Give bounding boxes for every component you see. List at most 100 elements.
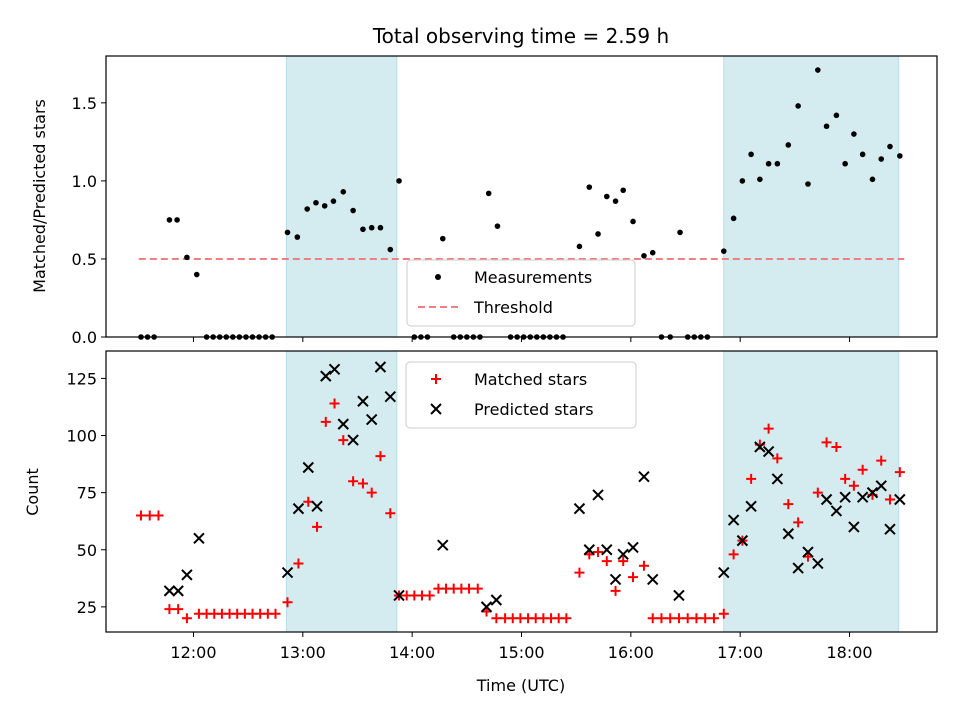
predicted-star-point [647,573,659,586]
predicted-star-point [583,544,595,556]
predicted-star-point [337,418,349,430]
measurement-point [396,178,402,184]
measurement-point [887,143,893,150]
predicted-star-point [638,470,650,483]
matched-star-point [312,521,323,532]
predicted-star-point [592,489,604,501]
measurement-point [641,253,647,259]
measurement-point [576,243,583,250]
x-tick-label: 14:00 [389,643,435,662]
measurement-point [795,103,801,109]
matched-star-point [793,517,804,528]
predicted-star-point [281,566,294,579]
predicted-star-point [856,491,869,503]
predicted-star-point [163,585,176,597]
matched-star-point [857,464,868,475]
top-y-axis-label: Matched/Predicted stars [30,99,49,293]
measurement-point [485,190,492,197]
measurement-point [166,217,173,223]
predicted-star-point [627,541,639,554]
bottom-panel: 25 50 75 100 125 12:00 13:00 14:00 15:00 16:00 17:… [66,350,938,662]
matched-star-point [270,608,281,619]
predicted-star-point [393,589,405,602]
predicted-star-point [718,566,730,579]
measurement-point [620,187,626,194]
predicted-star-point [673,589,685,602]
measurement-point [677,229,683,236]
bottom-y-tick-label: 50 [77,541,97,560]
x-axis-label: Time (UTC) [476,676,565,695]
matched-star-point [691,613,702,624]
top-legend-box [406,259,636,327]
measurement-point [612,198,619,204]
matched-star-point [491,613,502,624]
legend-matched-label: Matched stars [474,370,587,389]
matched-star-point [763,423,774,434]
matched-star-point [181,613,192,624]
measurement-point [284,229,291,236]
matched-star-point [718,608,729,619]
matched-star-point [385,508,396,519]
bottom-shaded-interval-0 [285,350,398,633]
measurement-point [340,189,347,195]
bottom-legend-box [405,361,637,429]
predicted-star-point [573,502,586,515]
matched-star-point [628,572,639,583]
measurement-point [494,223,501,229]
matched-star-point [848,480,859,491]
predicted-star-point [374,361,387,373]
matched-star-point [472,583,483,594]
predicted-star-point [311,500,323,513]
legend-predicted-label: Predicted stars [474,400,594,419]
legend-measurements-label: Measurements [474,268,592,287]
top-shaded-interval-0 [285,55,398,338]
measurement-point [586,184,593,190]
measurement-point [897,153,903,159]
x-tick-label: 16:00 [608,643,654,662]
bottom-y-tick-label: 25 [77,598,97,617]
predicted-star-point [754,441,766,453]
predicted-star-point [771,473,784,485]
bottom-y-tick-label: 125 [66,369,97,388]
measurement-point [757,176,763,183]
measurement-point [350,207,356,214]
top-y-tick-label: 1.5 [72,94,97,113]
matched-star-point [375,451,386,462]
measurement-point [842,160,848,167]
matched-star-point [338,435,349,446]
predicted-star-point [437,539,449,551]
top-y-tick-label: 0.0 [72,328,97,347]
predicted-star-point [328,363,341,375]
predicted-star-point [617,548,629,561]
predicted-star-point [172,585,184,597]
matched-star-point [700,613,711,624]
x-tick-label: 15:00 [498,643,544,662]
measurement-point [630,218,636,225]
measurement-point [765,160,772,167]
top-y-tick-label: 1.0 [72,172,97,191]
matched-star-point [894,467,905,478]
matched-star-point [673,613,684,624]
matched-star-point [708,613,719,624]
measurement-point [730,215,737,222]
measurement-point [603,193,610,200]
measurement-point [184,254,190,261]
matched-star-point [746,473,757,484]
measurement-point [174,217,180,223]
top-axes-frame [105,55,938,338]
predicted-star-point [812,557,824,570]
measurement-point [878,156,885,162]
predicted-star-point [802,546,814,558]
measurement-point [859,151,866,158]
legend-threshold-label: Threshold [473,298,553,317]
matched-star-point [366,487,377,498]
matched-star-point [464,583,475,594]
measurement-point [649,249,656,256]
matched-star-point [293,558,304,569]
x-tick-label: 18:00 [826,643,872,662]
measurement-point [851,131,857,137]
measurement-point [823,123,830,130]
measurement-point [304,206,310,212]
predicted-star-point [820,493,833,506]
matched-star-point [320,416,331,427]
